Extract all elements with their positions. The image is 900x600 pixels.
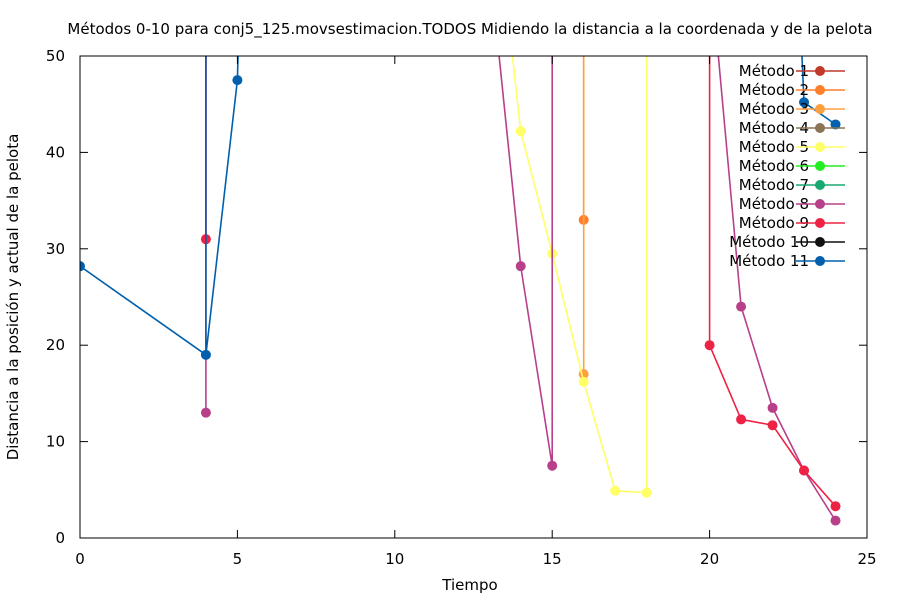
legend-label: Método 9 [739,214,809,232]
data-point [200,349,211,360]
legend-marker [815,66,825,76]
data-point [799,465,810,476]
legend-entry: Método 6 [739,157,845,175]
x-tick-label: 0 [75,550,85,568]
legend-label: Método 1 [739,62,809,80]
series-line [205,56,837,507]
x-tick-label: 25 [857,550,876,568]
data-point [736,301,747,312]
legend-entry: Método 1 [739,62,845,80]
legend-entry: Método 3 [739,100,845,118]
legend-entry: Método 4 [739,119,845,137]
legend-label: Método 4 [739,119,809,137]
plot-border [79,55,868,539]
chart-title: Métodos 0-10 para conj5_125.movsestimaci… [67,20,872,39]
series-line [205,56,837,522]
data-point [830,119,841,130]
data-point [232,75,243,86]
data-point [736,414,747,425]
data-point [799,97,810,108]
legend-label: Método 8 [739,195,809,213]
legend-label: Método 6 [739,157,809,175]
x-tick-label: 20 [700,550,719,568]
data-point [767,420,778,431]
legend-marker [815,104,825,114]
data-point [515,126,526,137]
legend-marker [815,161,825,171]
series-5 [511,56,652,498]
legend-label: Método 3 [739,100,809,118]
legend-entry: Método 5 [739,138,845,156]
y-tick-label: 20 [46,336,65,354]
data-point [830,501,841,512]
legend-label: Método 7 [739,176,809,194]
legend-entry: Método 2 [739,81,845,99]
legend-marker [815,218,825,228]
y-tick-label: 40 [46,143,65,161]
legend-marker [815,256,825,266]
legend-entry: Método 11 [729,252,845,270]
legend-marker [815,85,825,95]
data-point [704,340,715,351]
data-point [830,515,841,526]
legend-marker [815,237,825,247]
y-tick-label: 10 [46,433,65,451]
series-layer [80,56,841,526]
legend-marker [815,142,825,152]
legend-label: Método 10 [729,233,809,251]
series-3 [578,56,589,380]
y-axis-label: Distancia a la posición y actual de la p… [4,134,22,461]
data-point [547,460,558,471]
data-point [610,485,621,496]
legend-marker [815,180,825,190]
series-9 [200,56,841,512]
data-point [200,407,211,418]
series-11 [80,56,841,360]
axes-layer: 0 5 10 15 20 25 0 10 20 30 40 50 [46,47,877,568]
y-tick-label: 30 [46,240,65,258]
legend-label: Método 11 [729,252,809,270]
x-tick-label: 5 [233,550,243,568]
y-tick-label: 0 [55,529,65,547]
data-point [578,376,589,387]
x-tick-label: 15 [543,550,562,568]
legend-entry: Método 9 [739,214,845,232]
legend-entry: Método 7 [739,176,845,194]
x-tick-label: 10 [385,550,404,568]
legend-marker [815,123,825,133]
data-point [515,261,526,272]
series-line [511,56,648,494]
series-line [80,56,836,357]
legend-entry: Método 8 [739,195,845,213]
y-tick-label: 50 [46,47,65,65]
data-point [767,402,778,413]
legend-label: Método 5 [739,138,809,156]
legend-marker [815,199,825,209]
data-point [641,487,652,498]
legend-label: Método 2 [739,81,809,99]
x-axis-label: Tiempo [441,576,497,594]
data-point [80,261,85,272]
legend-entry: Método 10 [729,233,845,251]
